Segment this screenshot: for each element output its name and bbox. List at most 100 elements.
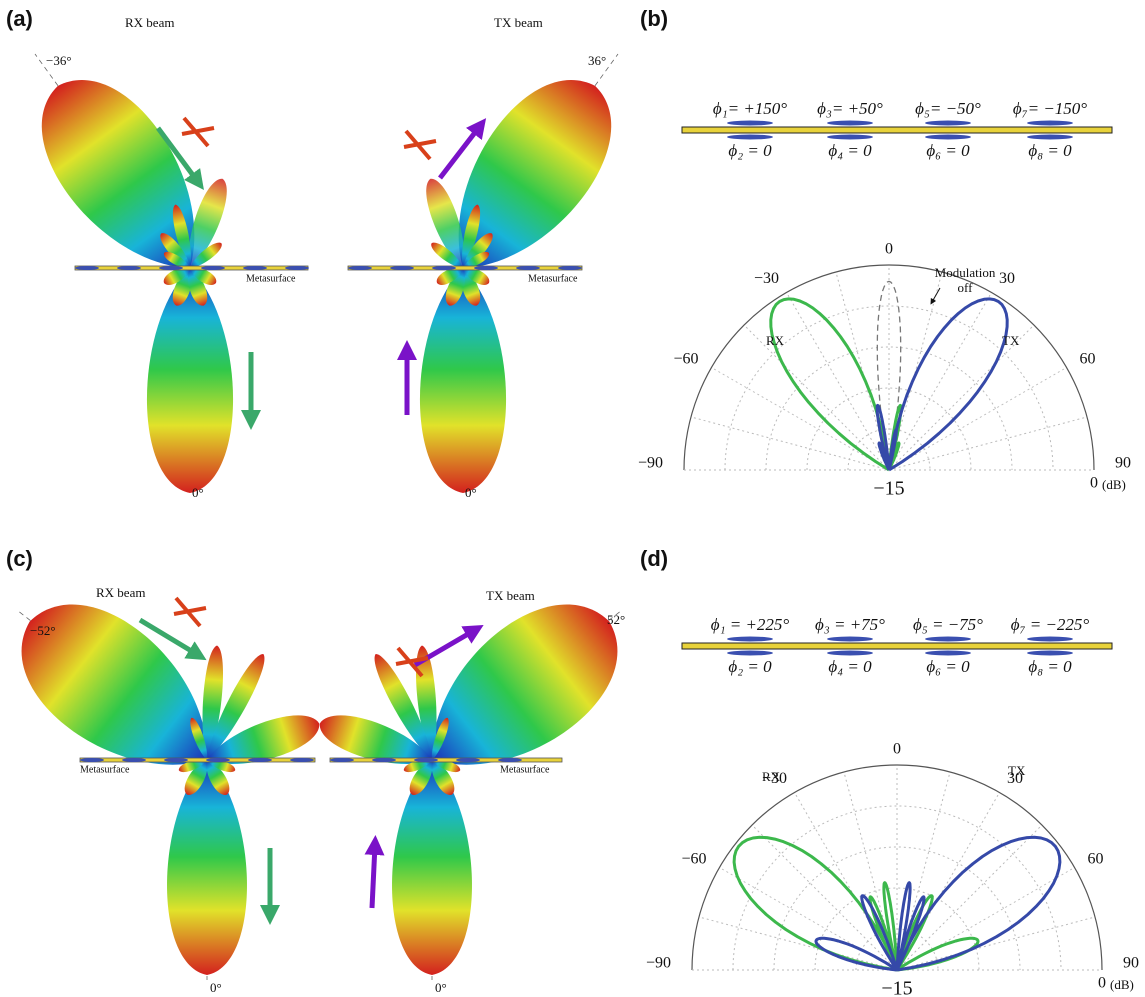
element <box>558 266 582 270</box>
element <box>456 758 480 762</box>
phase-label: ϕ₆ = 0 <box>926 141 970 160</box>
phase-label: ϕ₇= −150° <box>1013 99 1087 118</box>
element <box>474 266 498 270</box>
curve-label: TX <box>1008 763 1026 778</box>
angle-label: −30 <box>754 270 779 287</box>
metasurface <box>348 266 582 270</box>
angle-label: −90 <box>646 955 671 972</box>
unit-label: (dB) <box>1102 477 1126 492</box>
phase-label: ϕ₁= +150° <box>713 99 787 118</box>
angle-label: −90 <box>638 455 663 472</box>
surface-label: Metasurface <box>500 764 550 775</box>
phase-label: ϕ₄ = 0 <box>828 657 872 676</box>
surface-label: Metasurface <box>246 273 296 284</box>
element <box>727 651 773 656</box>
curve-label: RX <box>766 333 785 348</box>
element <box>727 121 773 126</box>
phase-label: ϕ₃= +50° <box>817 99 883 118</box>
element <box>159 266 183 270</box>
angle-label: 60 <box>1088 851 1104 868</box>
phase-label: ϕ₂ = 0 <box>728 141 772 160</box>
angle-label: 0° <box>465 485 477 500</box>
grid-line <box>711 368 889 471</box>
angle-label: 0 <box>885 241 893 258</box>
angle-label: −52° <box>30 623 56 638</box>
element <box>1027 121 1073 126</box>
angle-label: 0 <box>893 741 901 758</box>
angle-label: 90 <box>1123 955 1139 972</box>
lobe-shape <box>420 268 506 493</box>
element <box>75 266 99 270</box>
arrow <box>372 845 375 908</box>
element <box>1027 135 1073 140</box>
element <box>285 266 309 270</box>
phase-label: ϕ₇ = −225° <box>1011 615 1090 634</box>
element <box>827 135 873 140</box>
beam-label: TX beam <box>486 588 535 603</box>
lobe <box>147 268 233 493</box>
radial-label: −15 <box>873 478 904 500</box>
angle-label: 0° <box>192 485 204 500</box>
lobe-shape <box>392 760 472 975</box>
element <box>201 266 225 270</box>
surface-label: Metasurface <box>528 273 578 284</box>
panel-label: (d) <box>640 546 668 571</box>
element <box>290 758 314 762</box>
element <box>1027 651 1073 656</box>
annotation: Modulationoff <box>935 265 996 295</box>
metasurface <box>330 758 562 762</box>
element <box>827 651 873 656</box>
angle-label: −36° <box>46 53 72 68</box>
annotation-line: Modulation <box>935 265 996 280</box>
radial-label: −15 <box>881 978 912 997</box>
element <box>925 135 971 140</box>
panel-label: (c) <box>6 546 33 571</box>
radial-label: 0 <box>1098 975 1106 992</box>
element <box>390 266 414 270</box>
grid-line <box>889 292 992 470</box>
element <box>248 758 272 762</box>
angle-label: 52° <box>607 612 625 627</box>
angle-label: 0° <box>435 980 447 995</box>
element <box>243 266 267 270</box>
grid-line <box>787 292 890 470</box>
beam-label: RX beam <box>125 15 174 30</box>
element <box>80 758 104 762</box>
element <box>727 135 773 140</box>
element <box>122 758 146 762</box>
surface-label: Metasurface <box>80 764 130 775</box>
element <box>117 266 141 270</box>
figure: (a) (b) (c) (d) RX beam TX beam −36° 36°… <box>0 0 1145 997</box>
curve-label: TX <box>1002 333 1020 348</box>
angle-label: 0° <box>210 980 222 995</box>
grid-line <box>889 368 1067 471</box>
lobe <box>392 760 472 975</box>
angle-label: −60 <box>673 351 698 368</box>
phase-label: ϕ₄ = 0 <box>828 141 872 160</box>
curve-label: RX <box>762 769 781 784</box>
phase-label: ϕ₈ = 0 <box>1028 657 1072 676</box>
angle-label: −60 <box>681 851 706 868</box>
panel-label: (b) <box>640 6 668 31</box>
annotation-arrow <box>932 288 940 302</box>
phase-label: ϕ₂ = 0 <box>728 657 772 676</box>
element <box>727 637 773 642</box>
element <box>827 637 873 642</box>
metasurface <box>75 266 308 270</box>
phase-label: ϕ₆ = 0 <box>926 657 970 676</box>
phase-label: ϕ₁ = +225° <box>711 615 790 634</box>
beam-label: RX beam <box>96 585 145 600</box>
beam-label: TX beam <box>494 15 543 30</box>
grid-line <box>691 417 889 470</box>
lobe <box>420 268 506 493</box>
element <box>925 637 971 642</box>
phase-label: ϕ₈ = 0 <box>1028 141 1072 160</box>
phase-label: ϕ₅= −50° <box>915 99 981 118</box>
angle-label: 36° <box>588 53 606 68</box>
annotation-line: off <box>958 280 974 295</box>
element <box>206 758 230 762</box>
grid-line <box>897 917 1095 970</box>
element <box>372 758 396 762</box>
lobe-shape <box>147 268 233 493</box>
element <box>330 758 354 762</box>
